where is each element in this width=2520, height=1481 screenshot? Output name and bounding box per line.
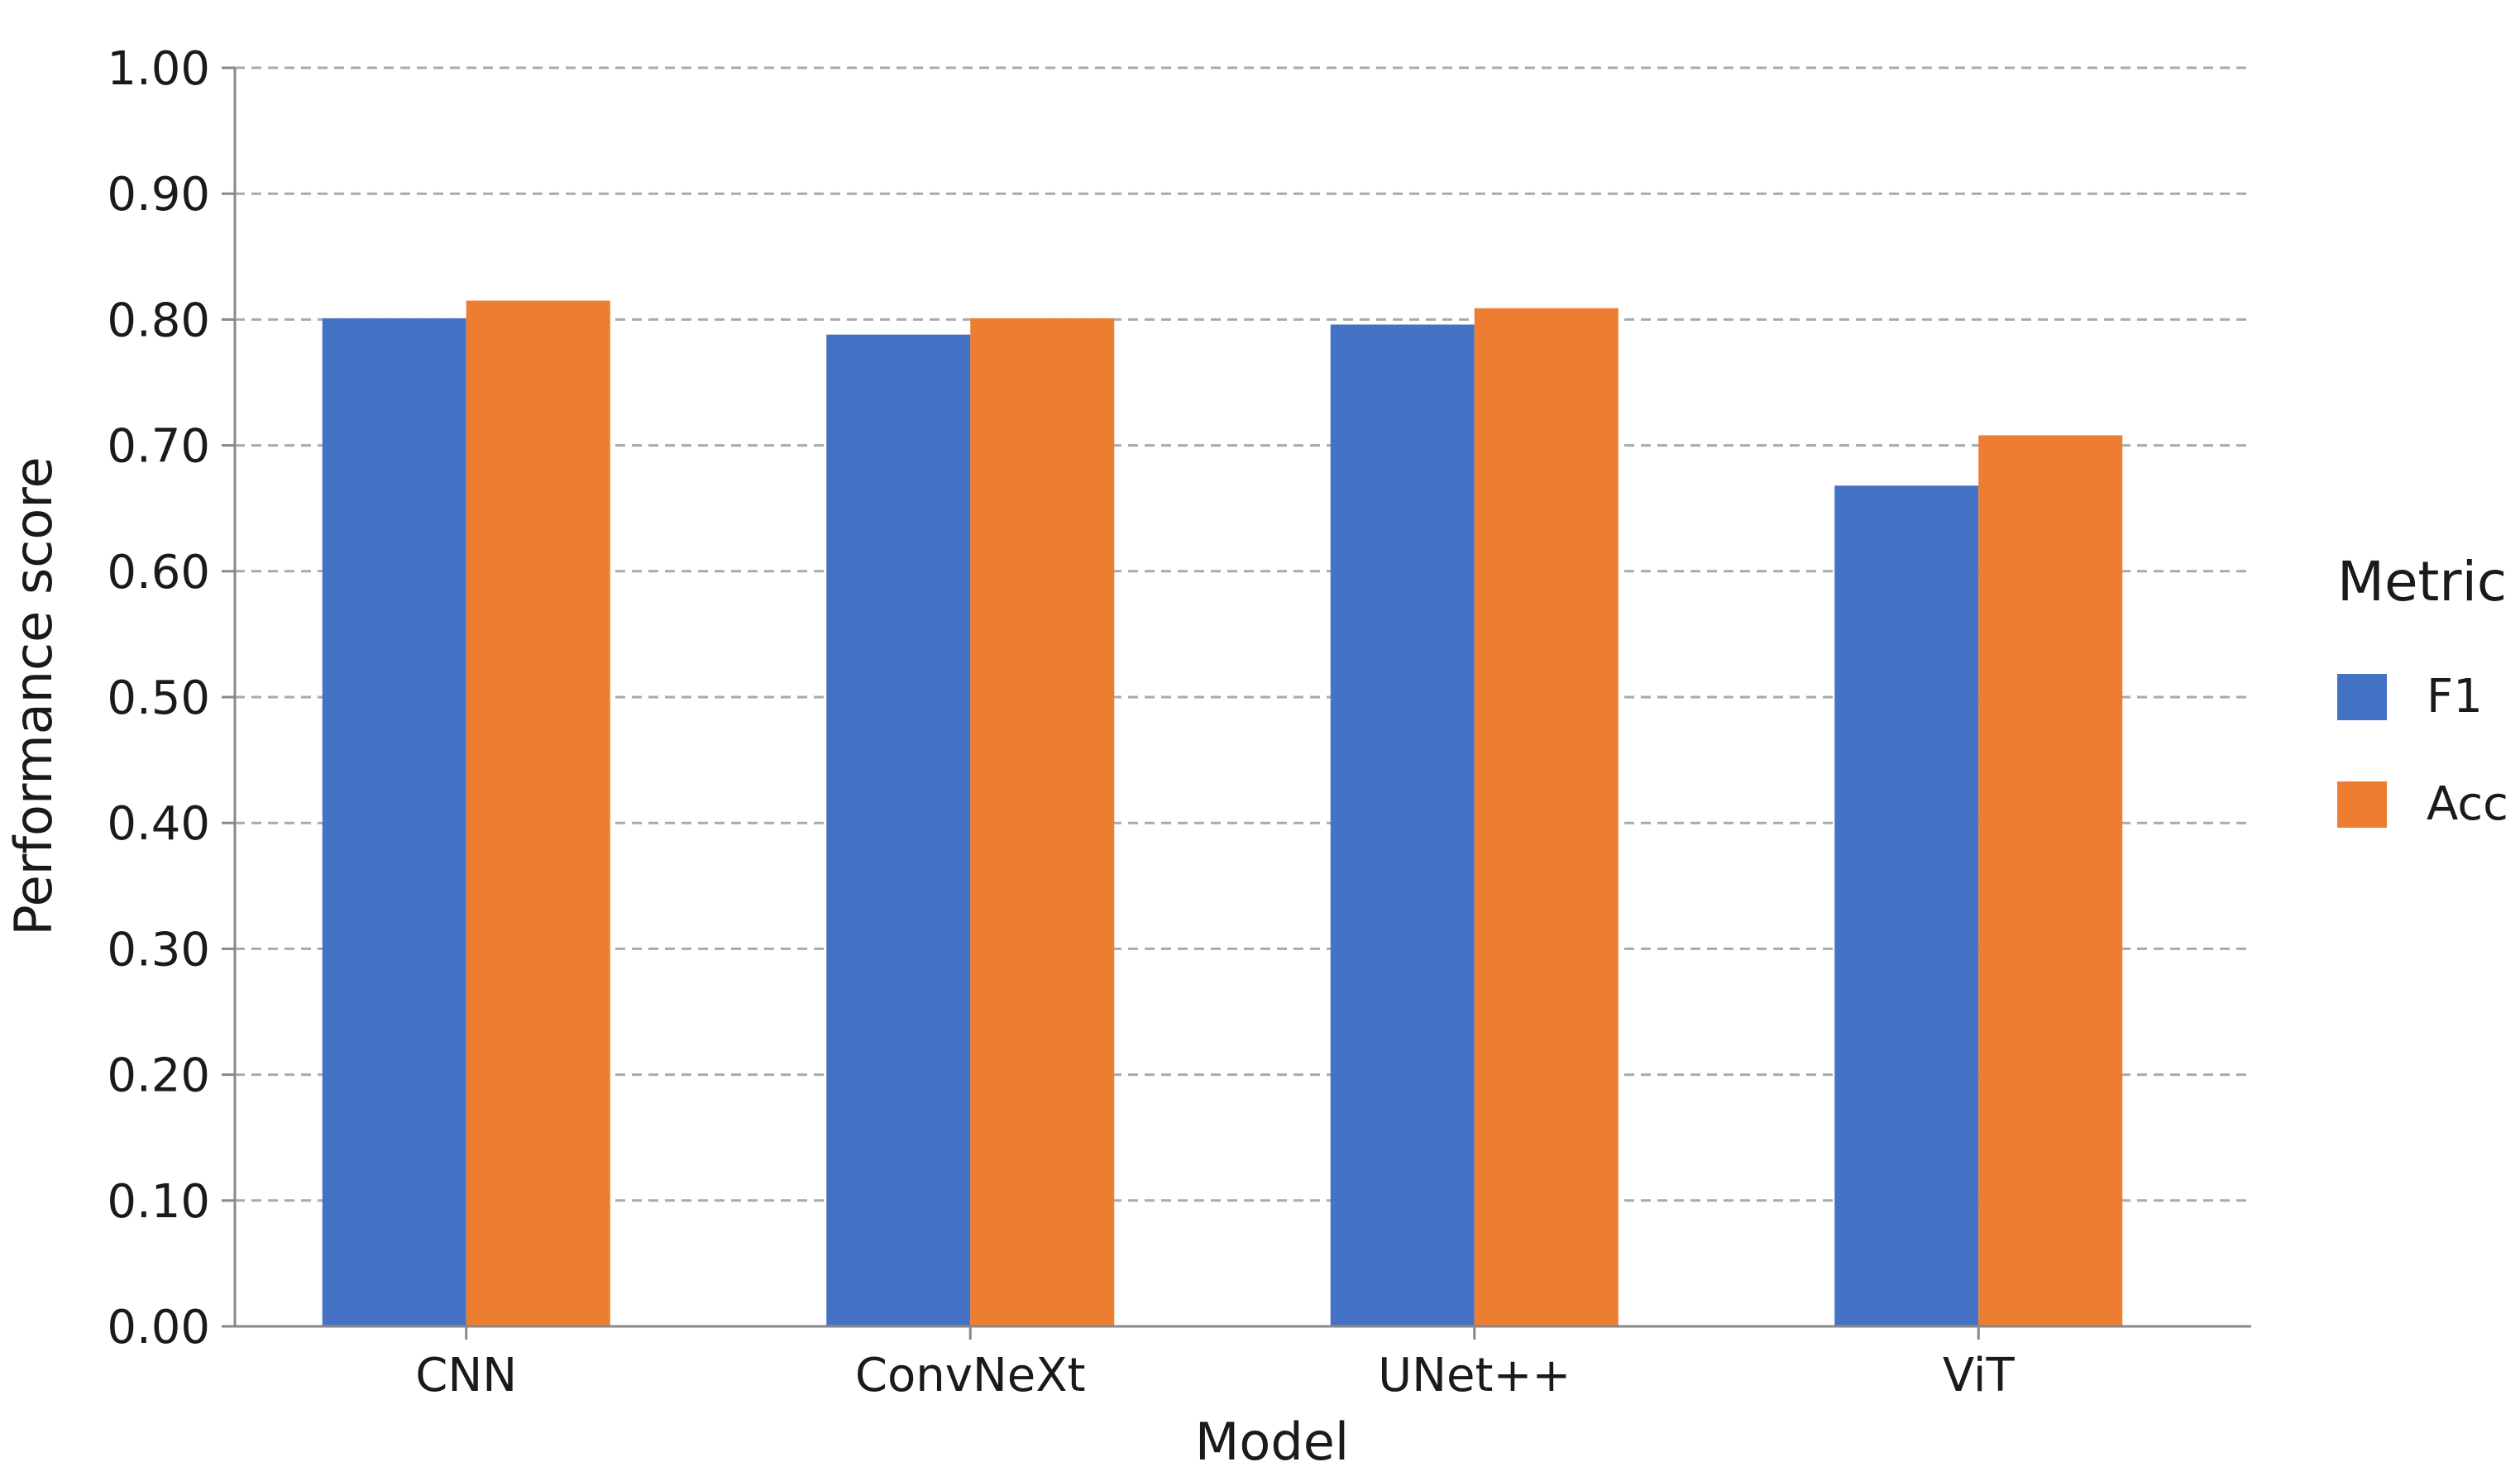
y-tick-label: 0.80 [107,294,210,347]
y-axis-title: Performance score [3,456,64,935]
bar-f1-vit [1834,485,1979,1326]
y-tick-label: 0.60 [107,546,210,600]
legend-label-acc: Acc [2427,777,2508,831]
bar-acc-unet [1474,308,1619,1326]
axes [222,66,2251,1340]
x-tick-label: ConvNeXt [855,1349,1086,1402]
legend-label-f1: F1 [2427,670,2483,724]
bar-acc-cnn [466,300,610,1326]
x-axis-title: Model [1195,1412,1349,1472]
y-tick-label: 0.40 [107,797,210,851]
legend-swatch-f1 [2337,674,2387,720]
bar-acc-vit [1978,435,2123,1326]
y-tick-label: 0.50 [107,671,210,725]
bars [322,300,2123,1327]
bar-f1-unet [1330,324,1475,1326]
bar-acc-convnext [970,318,1115,1327]
x-tick-label: ViT [1943,1349,2016,1402]
tick-labels: 0.00 0.10 0.20 0.30 0.40 0.50 0.60 0.70 0.80 0.90… [107,42,2015,1402]
x-tick-label: CNN [415,1349,517,1402]
legend-swatch-acc [2337,781,2387,828]
y-tick-label: 0.90 [107,168,210,222]
y-tick-label: 0.20 [107,1049,210,1103]
y-tick-label: 0.70 [107,420,210,474]
legend: Metric F1 Acc [2337,550,2508,831]
y-tick-label: 0.00 [107,1301,210,1354]
y-tick-label: 1.00 [107,42,210,96]
bar-f1-cnn [322,318,466,1327]
x-tick-label: UNet++ [1378,1349,1571,1402]
y-tick-label: 0.30 [107,923,210,977]
y-tick-label: 0.10 [107,1175,210,1229]
bar-f1-convnext [826,334,971,1326]
legend-title: Metric [2337,550,2507,614]
